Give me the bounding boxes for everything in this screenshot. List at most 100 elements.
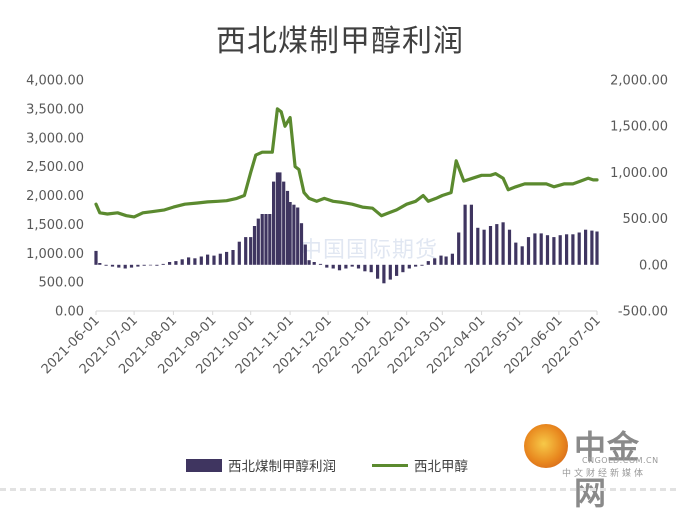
bar-2022-04-18: [501, 222, 505, 265]
left-tick-label: 0.00: [55, 305, 84, 320]
bar-2022-01-14: [382, 264, 386, 284]
axes-layer: 4,000.00 3,500.00 3,000.00 2,500.00 2,000.00…: [26, 74, 668, 378]
bar-2021-09-07: [218, 253, 222, 265]
bar-2021-10-19: [272, 181, 276, 265]
chart-legend: 西北煤制甲醇利润 西北甲醇: [186, 455, 504, 475]
bar-2021-10-30: [285, 190, 290, 265]
bar-2021-10-24: [278, 172, 282, 265]
legend-item-line: 西北甲醇: [372, 455, 468, 475]
bar-2022-01-24: [395, 264, 399, 276]
bar-2021-11-25: [318, 263, 323, 265]
bar-2021-11-01: [288, 202, 292, 265]
bar-2022-02-18: [426, 261, 430, 265]
bar-2021-06-24: [123, 264, 127, 269]
bar-2021-11-04: [292, 204, 296, 265]
bar-2021-08-18: [193, 258, 197, 265]
bar-2021-11-07: [296, 207, 300, 265]
bar-2021-09-12: [225, 251, 229, 265]
bar-2022-03-09: [450, 253, 454, 265]
brand-logo: 中金网 CNGOLD.COM.CN 中文财经新媒体: [520, 420, 670, 512]
left-tick-label: 500.00: [39, 276, 85, 291]
bar-2021-06-29: [129, 264, 134, 268]
watermark: 中国国际期货: [300, 238, 439, 263]
bar-2022-02-08: [414, 264, 418, 267]
bar-2022-01-09: [376, 264, 380, 279]
bar-2021-09-22: [237, 241, 241, 265]
bar-2022-06-22: [584, 229, 588, 265]
bar-2022-06-02: [558, 235, 562, 265]
bar-2022-01-04: [369, 264, 373, 273]
bar-2022-06-27: [590, 230, 594, 265]
bar-2022-04-03: [482, 229, 486, 265]
right-tick-label: 1,000.00: [610, 166, 668, 181]
bar-2022-05-23: [545, 235, 550, 265]
line-series-path: [94, 107, 599, 219]
legend-label-bar: 西北煤制甲醇利润: [228, 459, 336, 475]
bar-2022-03-19: [463, 204, 467, 265]
bar-2021-07-24: [161, 263, 165, 265]
chart-frame: 西北煤制甲醇利润 中国国际期货 4,000.00 3,500.00 3,000.00…: [0, 24, 680, 512]
bar-2021-10-07: [256, 218, 260, 265]
bar-2022-07-01: [595, 231, 599, 265]
bar-2021-12-20: [350, 264, 354, 267]
bottom-divider: [0, 488, 680, 491]
right-tick-label: 1,500.00: [610, 120, 668, 135]
bar-2021-10-01: [249, 237, 253, 265]
bar-2022-03-24: [469, 204, 473, 265]
bar-2021-10-10: [260, 214, 264, 265]
bar-2022-05-13: [533, 233, 537, 265]
chart-title: 西北煤制甲醇利润: [216, 24, 464, 59]
bar-2021-12-30: [363, 264, 367, 272]
bar-2021-11-10: [299, 223, 304, 265]
bar-2021-11-16: [307, 260, 311, 265]
bar-2022-05-03: [520, 246, 524, 265]
bar-2022-04-13: [495, 224, 499, 265]
bar-2021-08-28: [206, 254, 210, 265]
bar-2021-08-23: [199, 256, 203, 265]
bar-2021-06-19: [117, 264, 121, 268]
bar-2022-05-08: [526, 237, 531, 265]
bar-2021-11-13: [303, 244, 307, 265]
left-tick-label: 3,500.00: [26, 102, 84, 117]
legend-item-bar: 西北煤制甲醇利润: [186, 455, 336, 475]
bar-2022-02-03: [407, 264, 411, 269]
bar-2021-07-09: [142, 264, 146, 266]
bar-2021-11-30: [325, 264, 329, 268]
left-tick-label: 1,000.00: [26, 247, 84, 262]
bar-2022-03-14: [457, 232, 461, 265]
chart-plot: 4,000.00 3,500.00 3,000.00 2,500.00 2,000.00…: [26, 74, 668, 378]
bar-2022-02-23: [433, 258, 437, 265]
bar-2022-01-29: [401, 264, 405, 273]
bar-2021-12-05: [331, 264, 335, 269]
line-series-layer: [94, 107, 599, 219]
bar-2021-06-14: [110, 264, 115, 267]
bar-2021-10-27: [282, 181, 286, 265]
bar-2021-07-04: [136, 264, 140, 267]
bar-2022-02-28: [439, 255, 443, 265]
bar-2022-02-13: [420, 264, 424, 266]
bar-2021-10-13: [264, 214, 268, 265]
left-tick-label: 1,500.00: [26, 218, 84, 233]
bar-2021-09-02: [212, 255, 216, 265]
bar-2022-05-28: [552, 237, 556, 265]
legend-swatch-bar: [186, 458, 222, 472]
bar-2021-11-20: [312, 262, 316, 265]
bar-2021-12-25: [356, 264, 361, 269]
right-tick-label: -500.00: [618, 305, 668, 320]
bar-2022-03-29: [476, 227, 480, 265]
bar-2021-12-15: [344, 264, 348, 269]
bar-2021-08-03: [174, 261, 178, 265]
left-tick-label: 2,000.00: [26, 189, 84, 204]
bar-series-layer: [94, 172, 599, 284]
bar-2022-06-12: [571, 234, 575, 265]
bar-2021-07-19: [155, 264, 159, 266]
bar-2021-10-16: [268, 214, 272, 265]
bar-2022-06-17: [577, 232, 581, 265]
bar-2022-03-04: [444, 256, 448, 265]
left-tick-label: 3,000.00: [26, 131, 84, 146]
bar-2021-06-01: [94, 250, 98, 265]
bar-2021-06-09: [104, 264, 108, 266]
legend-label-line: 西北甲醇: [414, 459, 468, 475]
bar-2021-09-27: [244, 237, 248, 265]
bar-2022-01-19: [388, 264, 392, 280]
